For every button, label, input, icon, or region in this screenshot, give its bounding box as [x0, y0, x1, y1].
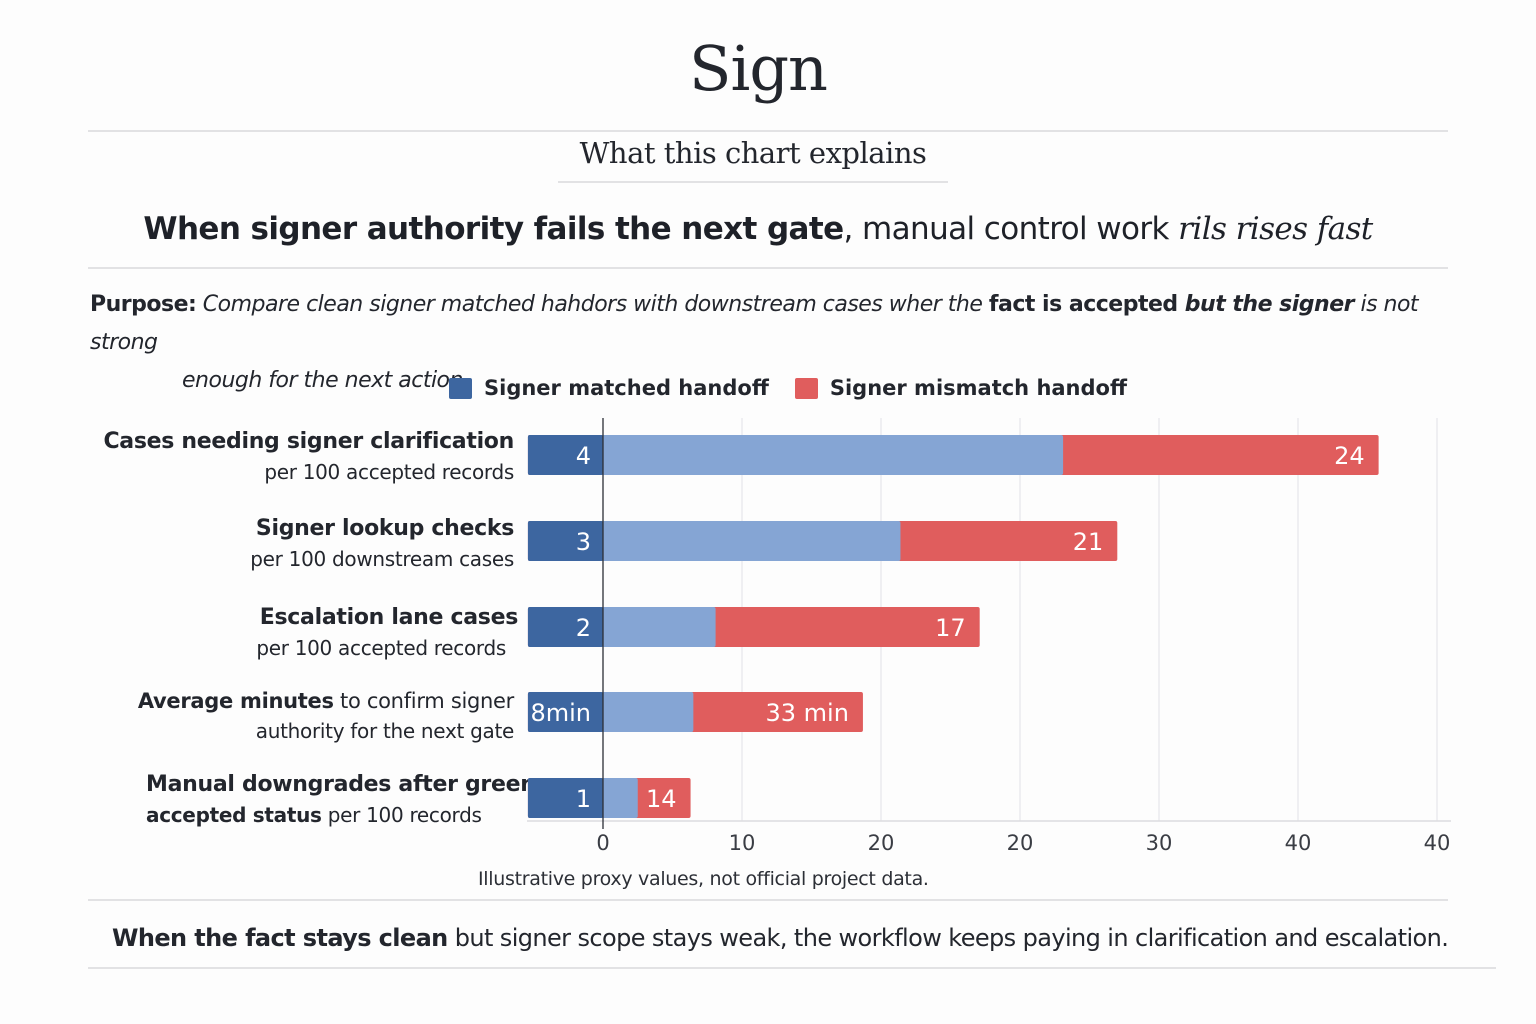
- purpose-label: Purpose:: [90, 292, 197, 317]
- chart-subtitle: What this chart explains: [579, 136, 927, 170]
- subtitle-underline: [558, 181, 948, 183]
- bar-label-matched: 2: [576, 614, 591, 642]
- row-label-5-main: Manual downgrades after green: [146, 772, 536, 797]
- takeaway-regular: but signer scope stays weak, the workflo…: [447, 924, 1449, 952]
- bar-label-matched: 4: [576, 442, 591, 470]
- row-label-3-sub: per 100 accepted records: [256, 636, 506, 660]
- row-label-4-main-bold: Average minutes: [137, 689, 334, 713]
- row-label-3: Escalation lane cases per 100 accepted r…: [256, 603, 518, 663]
- legend-swatch-matched: [449, 377, 472, 399]
- bar-matched-segment: [527, 778, 603, 818]
- headline-italic: rils rises fast: [1178, 211, 1373, 247]
- chart-legend: Signer matched handoff Signer mismatch h…: [0, 376, 1536, 400]
- purpose-part4: but the signer: [1177, 292, 1355, 317]
- legend-item-mismatch: Signer mismatch handoff: [794, 376, 1127, 400]
- bar-matched-segment: [527, 435, 603, 475]
- bar-label-mismatch: 17: [935, 614, 966, 642]
- bar-matched-light-segment: [527, 435, 1064, 475]
- legend-swatch-mismatch: [794, 377, 818, 399]
- bar-label-matched: 1: [576, 785, 591, 813]
- purpose-part2: matched hahdors with downstream cases wh…: [434, 292, 989, 317]
- x-tick-label: 20: [868, 831, 895, 855]
- bar-matched-segment: [527, 521, 603, 561]
- x-tick-label: 0: [596, 831, 609, 855]
- x-tick-label: 10: [729, 831, 756, 855]
- headline-divider: [88, 267, 1448, 269]
- row-label-5-sub-regular: per 100 records: [321, 803, 482, 827]
- title-divider: [88, 130, 1448, 132]
- row-label-2-main: Signer lookup checks: [255, 516, 514, 541]
- headline-bold: When signer authority fails the next gat…: [143, 211, 844, 247]
- purpose-line2: enough for the next action.: [182, 368, 470, 393]
- bottom-divider: [88, 967, 1496, 969]
- bar-label-matched: 8min: [530, 699, 591, 727]
- bar-matched-segment: [527, 692, 603, 732]
- purpose-part3: fact is accepted: [988, 292, 1178, 317]
- row-label-4: Average minutes to confirm signer author…: [138, 686, 514, 746]
- purpose-text: Purpose: Compare clean signer matched ha…: [90, 286, 1470, 400]
- footnote: Illustrative proxy values, not official …: [478, 868, 929, 890]
- bar-label-mismatch: 21: [1073, 528, 1104, 556]
- headline-regular: , manual control work: [843, 211, 1179, 247]
- row-label-5-sub-bold: accepted status: [146, 803, 322, 827]
- x-tick-label: 20: [1007, 831, 1034, 855]
- purpose-part5: is not strong: [90, 292, 1419, 355]
- chart-headline: When signer authority fails the next gat…: [0, 211, 1516, 247]
- purpose-part1: Compare clean signer: [196, 292, 435, 317]
- bar-label-mismatch: 14: [646, 785, 677, 813]
- row-label-3-main: Escalation lane cases: [259, 605, 519, 630]
- row-label-2-sub: per 100 downstream cases: [250, 547, 514, 571]
- bar-label-mismatch: 33 min: [765, 699, 848, 727]
- x-tick-label: 40: [1285, 831, 1312, 855]
- bar-label-matched: 3: [576, 528, 591, 556]
- row-label-4-main-regular: to confirm signer: [333, 689, 514, 713]
- row-label-1-main: Cases needing signer clarification: [103, 429, 514, 454]
- row-label-1: Cases needing signer clarification per 1…: [103, 427, 514, 487]
- x-tick-label: 40: [1424, 831, 1451, 855]
- takeaway: When the fact stays clean but signer sco…: [112, 924, 1449, 952]
- row-label-5: Manual downgrades after green accepted s…: [146, 770, 536, 830]
- legend-label-mismatch: Signer mismatch handoff: [829, 376, 1127, 400]
- row-label-2: Signer lookup checks per 100 downstream …: [250, 514, 514, 574]
- bar-matched-light-segment: [527, 521, 901, 561]
- legend-label-matched: Signer matched handoff: [484, 376, 769, 400]
- legend-item-matched: Signer matched handoff: [449, 376, 769, 400]
- bar-label-mismatch: 24: [1334, 442, 1365, 470]
- x-tick-label: 30: [1146, 831, 1173, 855]
- footnote-divider: [88, 899, 1448, 901]
- takeaway-bold: When the fact stays clean: [112, 924, 448, 952]
- row-label-1-sub: per 100 accepted records: [264, 460, 514, 484]
- page-title: Sign: [689, 32, 828, 105]
- bar-matched-segment: [527, 607, 603, 647]
- row-label-4-sub: authority for the next gate: [255, 719, 515, 743]
